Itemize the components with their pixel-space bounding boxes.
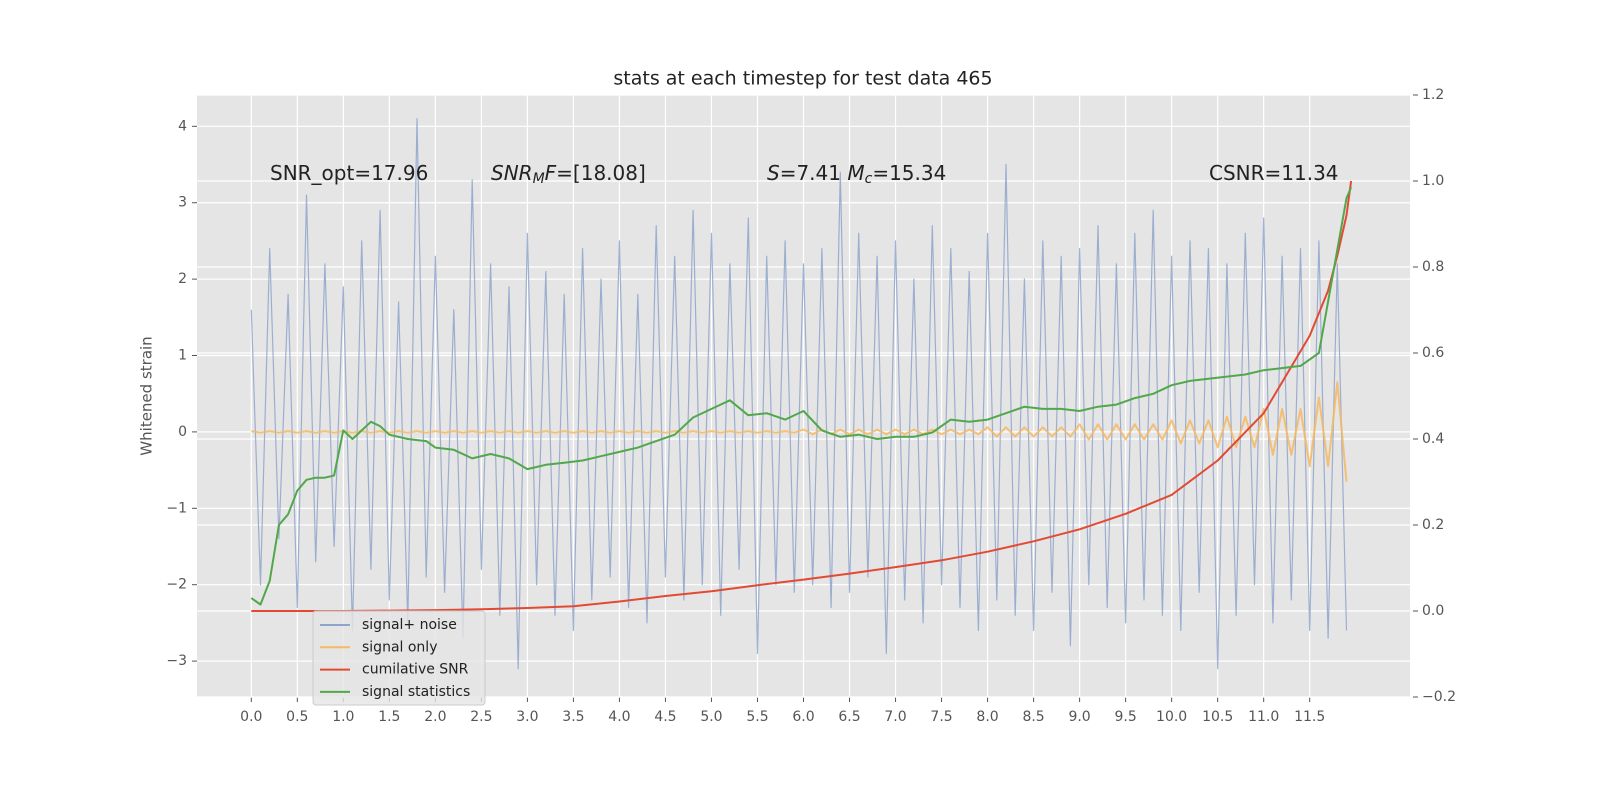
- series-line: [250, 118, 1348, 670]
- y-tick-label: 0: [178, 424, 187, 440]
- x-tick-label: 11.5: [1294, 709, 1325, 725]
- x-tick-label: 5.0: [700, 709, 722, 725]
- y-tick-label: 2: [178, 271, 187, 287]
- y-tick-label: 4: [178, 118, 187, 134]
- x-tick-label: 1.0: [332, 709, 354, 725]
- y-tick-label: 3: [178, 195, 187, 211]
- x-tick-label: 3.0: [516, 709, 538, 725]
- legend-label: signal+ noise: [362, 617, 457, 633]
- x-tick-label: 4.0: [608, 709, 630, 725]
- x-tick-label: 7.0: [884, 709, 906, 725]
- y2-tick-label: 0.0: [1422, 603, 1444, 619]
- chart-title: stats at each timestep for test data 465: [613, 68, 992, 90]
- x-tick-label: 2.0: [424, 709, 446, 725]
- series-line: [251, 180, 1353, 612]
- legend-label: cumilative SNR: [362, 662, 469, 678]
- x-tick-label: 9.0: [1068, 709, 1090, 725]
- x-tick-label: 4.5: [654, 709, 676, 725]
- legend-box: [312, 610, 486, 706]
- y-tick-label: 1: [178, 348, 187, 364]
- series-line: [251, 381, 1348, 482]
- annotation-part: CSNR=11.34: [1209, 161, 1339, 185]
- annotation-part: M: [847, 161, 864, 185]
- annotation-part: S: [767, 161, 780, 185]
- legend-label: signal only: [362, 639, 437, 655]
- y2-tick-label: 0.6: [1422, 345, 1444, 361]
- y-tick-label: −3: [166, 653, 187, 669]
- y-axis-label: Whitened strain: [138, 336, 156, 455]
- y2-tick-label: 0.4: [1422, 431, 1444, 447]
- annotation-part: c: [865, 171, 873, 187]
- annotation-part: =15.34: [872, 161, 946, 185]
- annotation-part: F: [545, 161, 557, 185]
- x-tick-label: 1.5: [378, 709, 400, 725]
- y2-tick-label: 1.2: [1422, 87, 1444, 103]
- x-tick-label: 10.5: [1202, 709, 1233, 725]
- y2-tick-label: 0.8: [1422, 259, 1444, 275]
- y-tick-label: −1: [166, 500, 187, 516]
- y2-tick-label: 0.2: [1422, 517, 1444, 533]
- x-tick-label: 11.0: [1248, 709, 1279, 725]
- annotation: SNR_opt=17.96: [270, 161, 428, 185]
- annotation-part: M: [533, 171, 545, 187]
- x-tick-label: 9.5: [1114, 709, 1136, 725]
- y2-tick-label: 1.0: [1422, 173, 1444, 189]
- y-tick-label: −2: [166, 577, 187, 593]
- x-tick-label: 5.5: [746, 709, 768, 725]
- x-tick-label: 6.0: [792, 709, 814, 725]
- y2-tick-label: −0.2: [1422, 689, 1456, 705]
- annotation: CSNR=11.34: [1209, 161, 1339, 185]
- x-tick-label: 0.5: [286, 709, 308, 725]
- x-tick-label: 6.5: [838, 709, 860, 725]
- annotation-part: =[18.08]: [556, 161, 646, 185]
- annotation-part: =7.41: [780, 161, 848, 185]
- x-tick-label: 2.5: [470, 709, 492, 725]
- x-tick-label: 10.0: [1156, 709, 1187, 725]
- annotation: SNRMF=[18.08]: [491, 161, 646, 188]
- x-tick-label: 8.5: [1022, 709, 1044, 725]
- series-line: [250, 187, 1353, 606]
- annotation-part: SNR: [491, 161, 533, 185]
- annotation-part: SNR_opt=17.96: [270, 161, 428, 185]
- annotation: S=7.41 Mc=15.34: [767, 161, 946, 188]
- x-tick-label: 0.0: [240, 709, 262, 725]
- x-tick-label: 3.5: [562, 709, 584, 725]
- x-tick-label: 8.0: [976, 709, 998, 725]
- x-tick-label: 7.5: [930, 709, 952, 725]
- legend-label: signal statistics: [362, 684, 470, 700]
